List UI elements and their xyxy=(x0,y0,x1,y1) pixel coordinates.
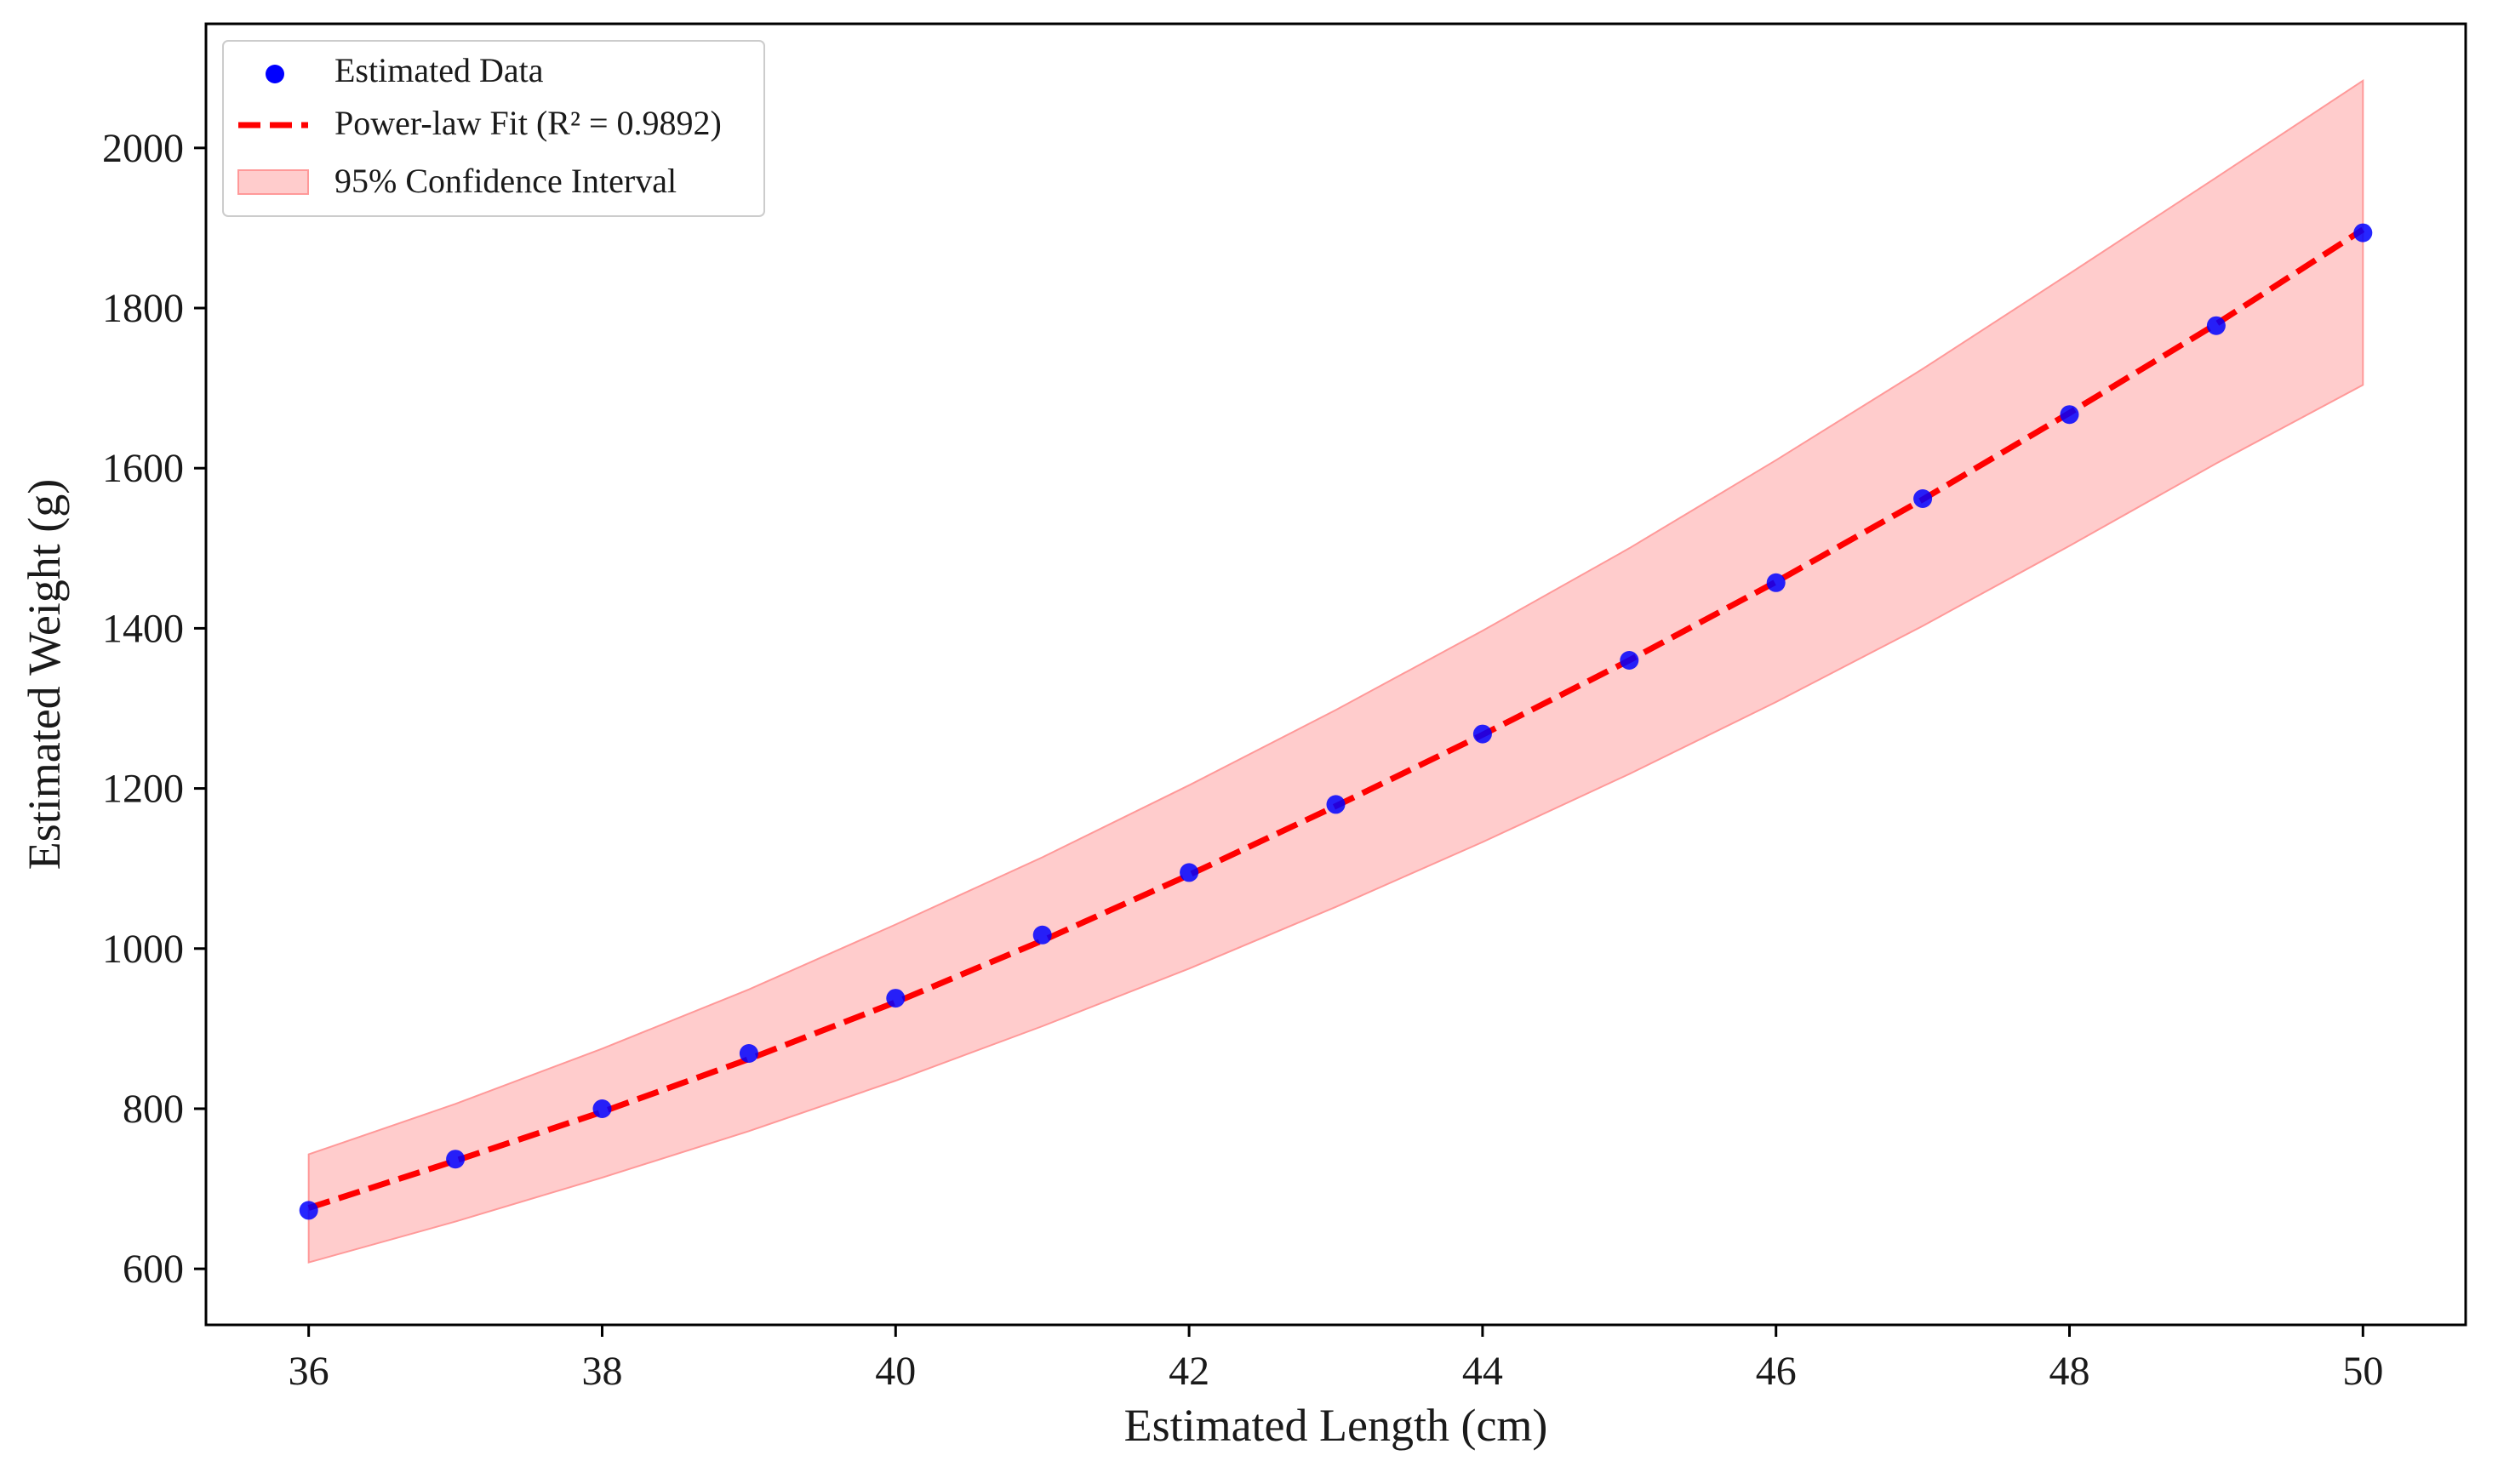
y-tick-label: 1400 xyxy=(102,606,184,651)
data-point xyxy=(2353,223,2373,243)
data-points-layer xyxy=(299,223,2373,1220)
x-tick-label: 40 xyxy=(875,1349,916,1394)
y-tick-label: 800 xyxy=(123,1087,184,1132)
legend-entry-estimated-data: Estimated Data xyxy=(334,51,544,89)
confidence-band-layer xyxy=(307,78,2364,1264)
data-point xyxy=(1472,724,1492,744)
data-point xyxy=(446,1150,466,1169)
confidence-band xyxy=(307,78,2364,1264)
data-point xyxy=(1180,863,1199,882)
x-tick-label: 38 xyxy=(581,1349,622,1394)
data-point xyxy=(739,1044,758,1063)
x-axis-ticks: 36 38 40 42 44 46 48 50 xyxy=(289,1325,2383,1394)
x-tick-label: 50 xyxy=(2342,1349,2383,1394)
legend-entry-confidence-interval: 95% Confidence Interval xyxy=(334,162,677,200)
data-point xyxy=(2060,405,2079,425)
x-axis-label: Estimated Length (cm) xyxy=(1124,1400,1548,1451)
data-point xyxy=(886,989,906,1008)
y-tick-label: 2000 xyxy=(102,126,184,171)
data-point xyxy=(1913,489,1933,508)
legend-entry-power-law-fit: Power-law Fit (R² = 0.9892) xyxy=(334,104,722,142)
y-tick-label: 1800 xyxy=(102,286,184,331)
y-axis-ticks: 600 800 1000 1200 1400 1600 1800 2000 xyxy=(102,126,206,1292)
x-tick-label: 44 xyxy=(1462,1349,1503,1394)
data-point xyxy=(1766,573,1786,592)
y-tick-label: 1600 xyxy=(102,446,184,491)
x-tick-label: 48 xyxy=(2049,1349,2090,1394)
y-tick-label: 1200 xyxy=(102,767,184,812)
legend: Estimated Data Power-law Fit (R² = 0.989… xyxy=(222,40,765,217)
legend-marker-estimated-data xyxy=(266,65,284,83)
y-tick-label: 600 xyxy=(123,1247,184,1292)
x-tick-label: 36 xyxy=(289,1349,329,1394)
data-point xyxy=(2206,316,2226,335)
legend-box xyxy=(222,40,765,217)
data-point xyxy=(299,1201,318,1220)
data-point xyxy=(592,1099,612,1118)
data-point xyxy=(1620,651,1639,670)
y-axis-label: Estimated Weight (g) xyxy=(19,479,70,870)
legend-marker-confidence-interval xyxy=(237,169,309,195)
data-point xyxy=(1032,925,1052,945)
plot-area-frame xyxy=(204,22,2467,1327)
data-point xyxy=(1326,795,1346,814)
y-tick-label: 1000 xyxy=(102,927,184,972)
x-tick-label: 42 xyxy=(1169,1349,1209,1394)
x-tick-label: 46 xyxy=(1756,1349,1797,1394)
